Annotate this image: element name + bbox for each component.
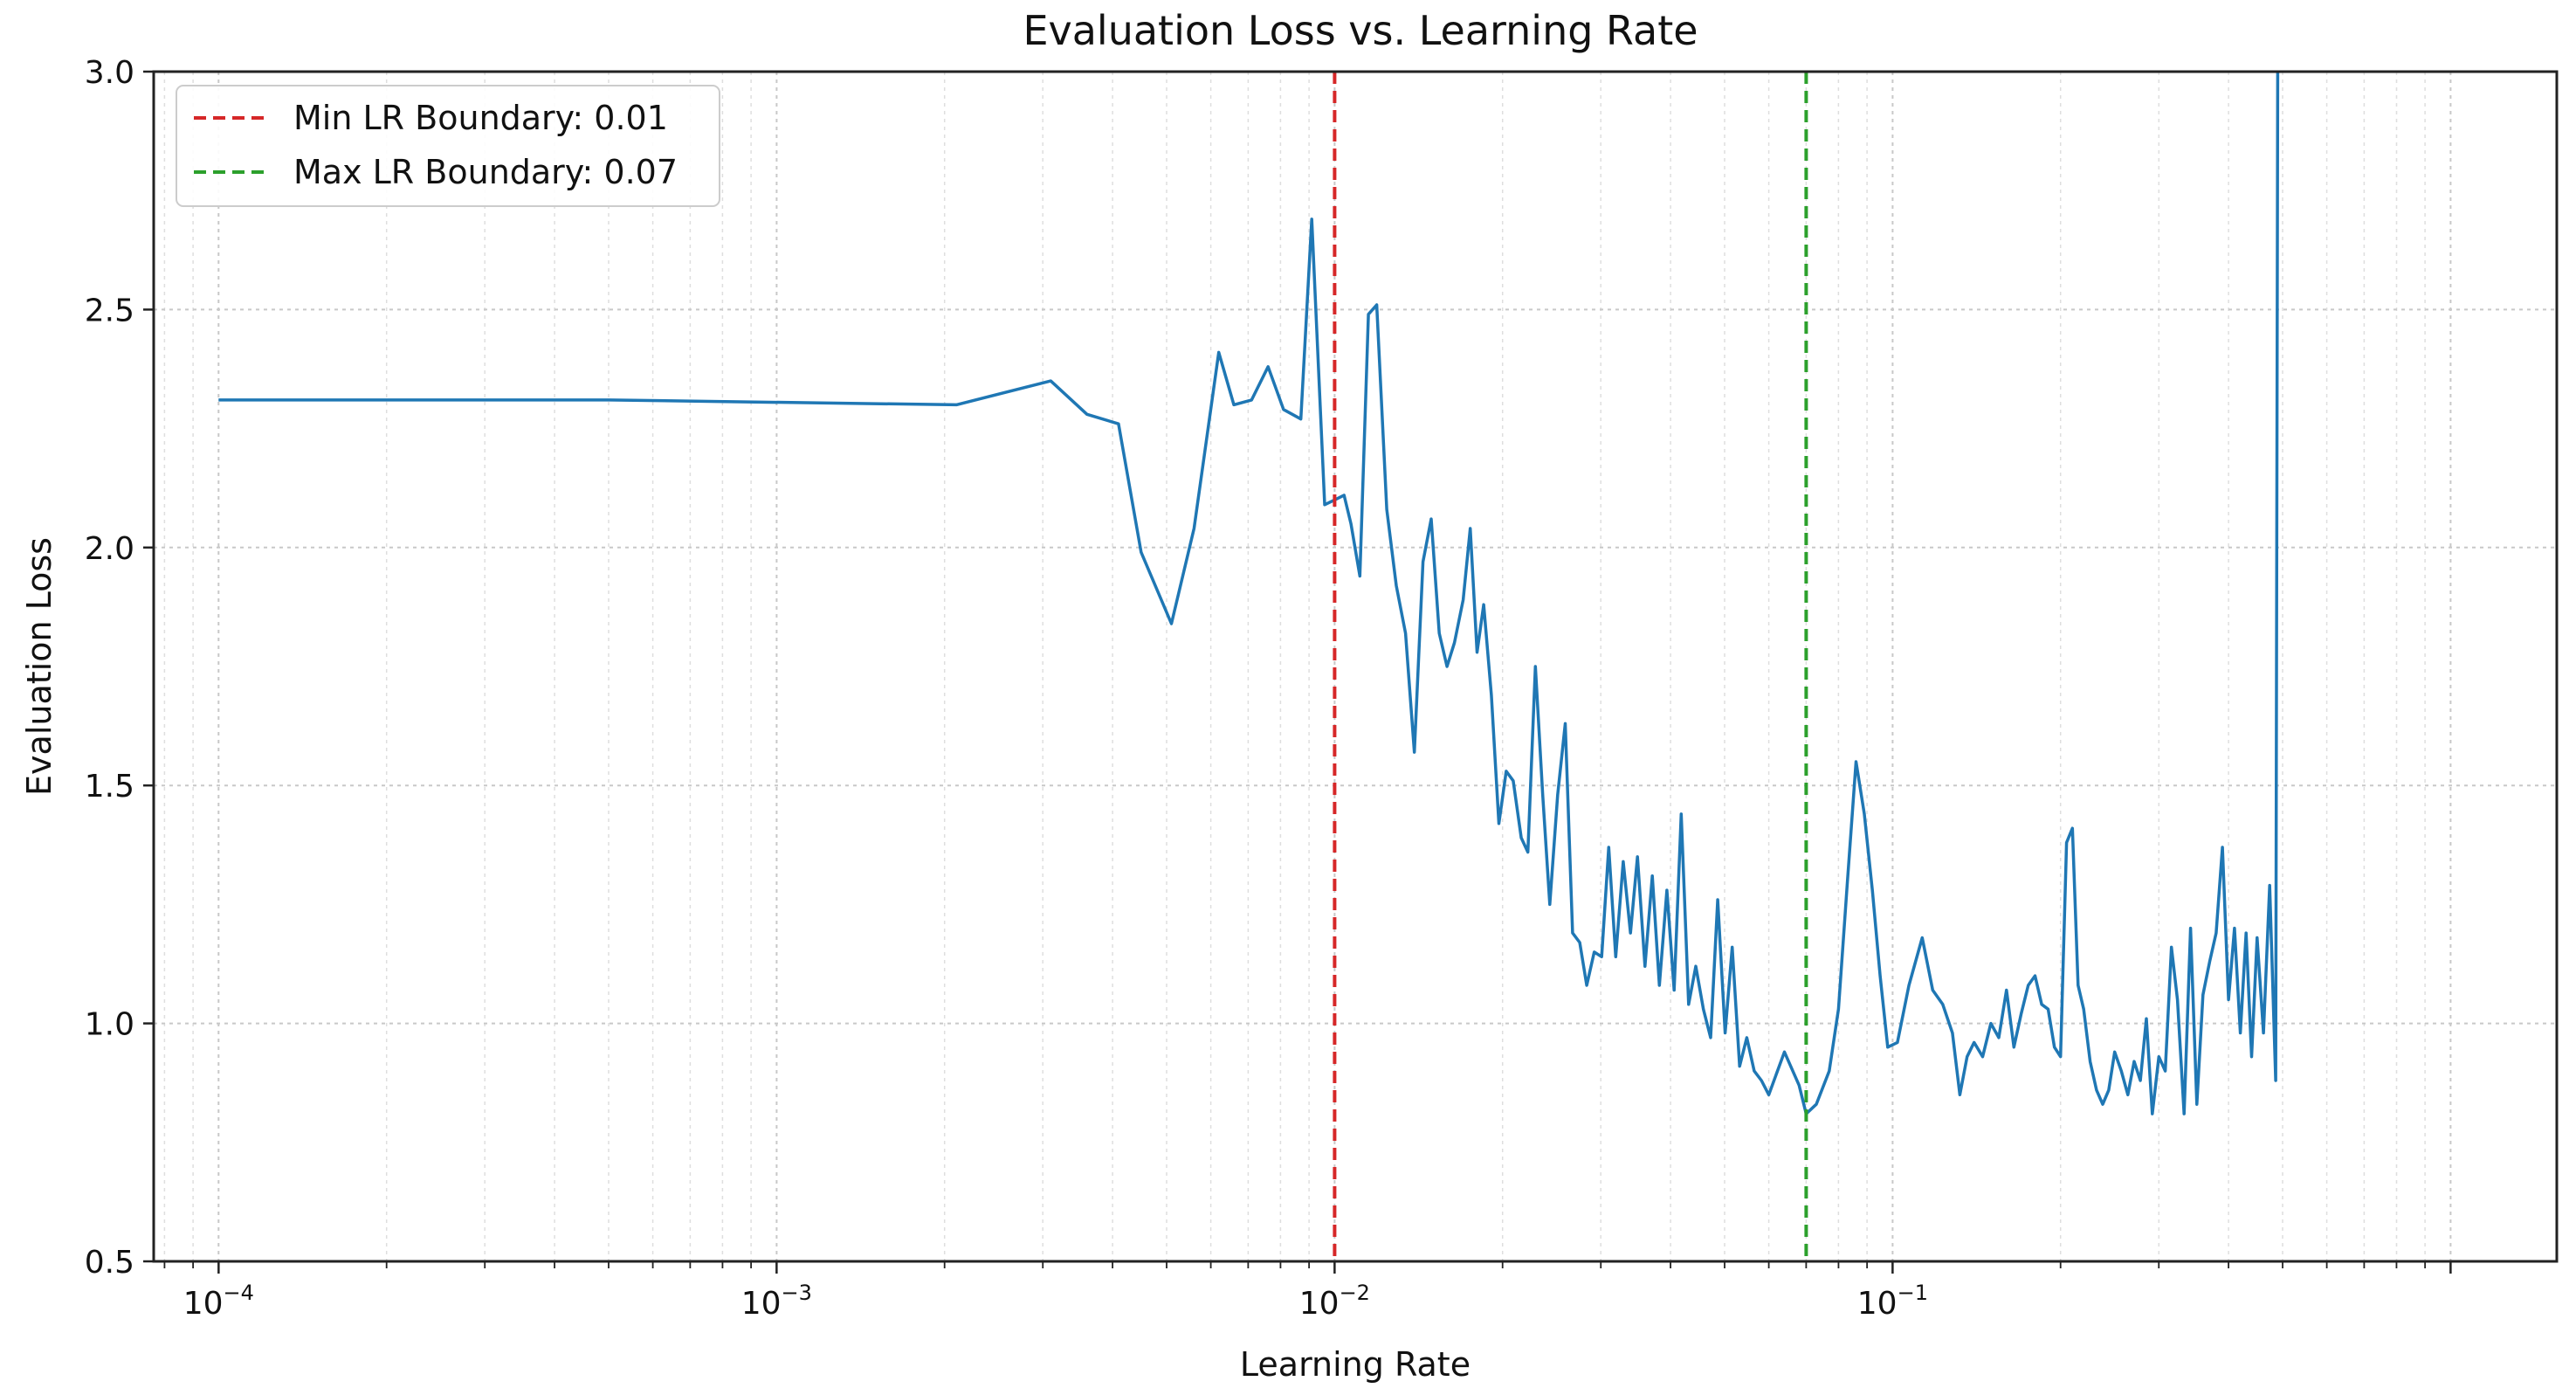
series-line-evaluation-loss bbox=[218, 71, 2280, 1115]
x-tick-label: 10−2 bbox=[1299, 1281, 1370, 1322]
y-tick-label: 0.5 bbox=[85, 1245, 134, 1281]
y-tick-label: 1.0 bbox=[85, 1007, 134, 1043]
plot-frame bbox=[152, 70, 2559, 1263]
plot-area bbox=[218, 71, 2280, 1261]
legend-label-min-lr-boundary: Min LR Boundary: 0.01 bbox=[293, 99, 668, 137]
legend-label-max-lr-boundary: Max LR Boundary: 0.07 bbox=[293, 153, 678, 191]
y-axis-ticks: 0.5 1.0 1.5 2.0 2.5 3.0 bbox=[85, 55, 154, 1281]
x-axis-label: Learning Rate bbox=[1240, 1345, 1471, 1384]
x-tick-label: 10−1 bbox=[1857, 1281, 1928, 1322]
y-tick-label: 2.5 bbox=[85, 293, 134, 328]
legend-box bbox=[176, 85, 720, 207]
y-tick-label: 1.5 bbox=[85, 769, 134, 805]
reference-lines bbox=[1333, 72, 1808, 1261]
x-axis-ticks: 10−4 10−3 10−2 10−1 bbox=[163, 1261, 2452, 1322]
y-tick-label: 3.0 bbox=[85, 55, 134, 91]
x-tick-label: 10−4 bbox=[183, 1281, 254, 1322]
y-axis-label: Evaluation Loss bbox=[20, 537, 59, 796]
series-layer bbox=[218, 71, 2280, 1115]
legend: Min LR Boundary: 0.01 Max LR Boundary: 0.… bbox=[176, 85, 720, 207]
y-tick-label: 2.0 bbox=[85, 531, 134, 567]
chart-title: Evaluation Loss vs. Learning Rate bbox=[1023, 7, 1698, 54]
x-tick-label: 10−3 bbox=[741, 1281, 812, 1322]
legend-entries: Min LR Boundary: 0.01 Max LR Boundary: 0.… bbox=[194, 99, 678, 191]
